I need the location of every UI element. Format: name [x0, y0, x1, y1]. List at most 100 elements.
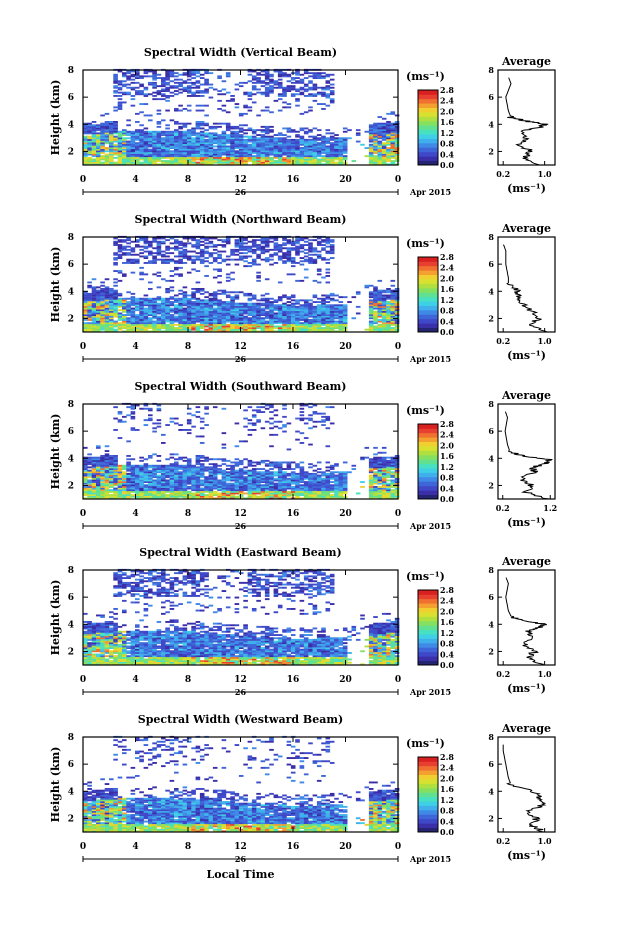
heatmap-cell	[277, 258, 283, 261]
heatmap-cell	[212, 320, 218, 323]
heatmap-cell	[308, 80, 313, 83]
heatmap-cell	[174, 482, 179, 485]
heatmap-cell	[321, 156, 326, 159]
heatmap-cell	[386, 127, 391, 130]
heatmap-cell	[225, 142, 231, 145]
heatmap-cell	[247, 98, 253, 101]
heatmap-cell	[269, 315, 274, 318]
heatmap-cell	[100, 464, 105, 467]
heatmap-cell	[143, 404, 149, 407]
heatmap-cell	[143, 481, 149, 483]
heatmap-cell	[126, 239, 131, 242]
average-profile-line	[503, 244, 548, 333]
heatmap-cell	[174, 490, 179, 493]
heatmap-cell	[217, 320, 222, 323]
heatmap-cell	[139, 77, 144, 79]
heatmap-cell	[122, 145, 127, 148]
heatmap-cell	[386, 309, 391, 312]
heatmap-cell	[394, 140, 400, 143]
heatmap-cell	[295, 130, 300, 133]
heatmap-cell	[174, 305, 179, 308]
heatmap-cell	[238, 314, 244, 316]
heatmap-cell	[122, 153, 127, 156]
heatmap-cell	[139, 305, 144, 308]
heatmap-cell	[273, 301, 279, 303]
heatmap-cell	[161, 433, 166, 436]
heatmap-cell	[204, 317, 209, 320]
heatmap-cell	[217, 262, 222, 264]
heatmap-cell	[139, 245, 144, 248]
heatmap-cell	[195, 142, 201, 145]
heatmap-cell	[316, 309, 322, 312]
heatmap-cell	[186, 129, 192, 132]
heatmap-cell	[109, 481, 114, 483]
heatmap-cell	[178, 490, 183, 493]
heatmap-cell	[152, 158, 157, 161]
heatmap-cell	[199, 456, 205, 459]
heatmap-cell	[247, 247, 253, 250]
heatmap-cell	[273, 248, 279, 251]
heatmap-cell	[204, 305, 209, 308]
heatmap-cell	[195, 242, 201, 245]
heatmap-cell	[225, 301, 231, 303]
heatmap-cell	[269, 240, 274, 243]
heatmap-cell	[269, 91, 274, 94]
heatmap-cell	[204, 301, 209, 303]
heatmap-cell	[109, 155, 114, 158]
heatmap-cell	[264, 248, 270, 251]
heatmap-cell	[381, 317, 387, 320]
heatmap-cell	[135, 158, 140, 161]
heatmap-cell	[390, 315, 396, 318]
heatmap-cell	[260, 148, 266, 151]
heatmap-cell	[225, 307, 231, 310]
heatmap-cell	[342, 142, 348, 145]
heatmap-cell	[368, 314, 374, 316]
heatmap-cell	[139, 147, 144, 149]
heatmap-cell	[91, 158, 97, 161]
heatmap-cell	[199, 130, 205, 133]
heatmap-cell	[169, 487, 175, 490]
heatmap-cell	[165, 279, 170, 282]
heatmap-cell	[191, 466, 196, 469]
heatmap-cell	[148, 327, 153, 329]
heatmap-cell	[299, 112, 305, 115]
heatmap-cell	[135, 330, 140, 333]
heatmap-cell	[195, 489, 201, 492]
heatmap-cell	[264, 147, 270, 149]
heatmap-cell	[299, 250, 305, 253]
heatmap-cell	[161, 160, 166, 162]
heatmap-cell	[238, 161, 244, 164]
heatmap-cell	[321, 320, 326, 323]
heatmap-cell	[178, 289, 183, 292]
heatmap-cell	[165, 145, 170, 148]
heatmap-cell	[139, 299, 144, 302]
heatmap-cell	[316, 155, 322, 158]
heatmap-cell	[83, 487, 88, 490]
heatmap-cell	[169, 490, 175, 493]
heatmap-cell	[286, 310, 292, 313]
heatmap-cell	[186, 142, 192, 145]
heatmap-cell	[312, 239, 318, 242]
heatmap-cell	[191, 260, 196, 263]
heatmap-cell	[178, 244, 183, 246]
heatmap-cell	[87, 463, 92, 466]
heatmap-cell	[286, 140, 292, 143]
heatmap-cell	[234, 130, 240, 133]
heatmap-cell	[109, 309, 114, 312]
heatmap-cell	[91, 145, 97, 148]
heatmap-cell	[238, 130, 244, 133]
heatmap-cell	[373, 137, 378, 140]
heatmap-cell	[264, 245, 270, 248]
heatmap-cell	[321, 86, 326, 89]
heatmap-cell	[334, 153, 339, 156]
heatmap-cell	[368, 163, 374, 166]
heatmap-cell	[148, 244, 153, 246]
heatmap-cell	[325, 160, 331, 162]
heatmap-cell	[225, 152, 231, 154]
heatmap-cell	[117, 312, 123, 315]
heatmap-cell	[208, 471, 214, 474]
heatmap-cell	[212, 268, 218, 271]
heatmap-cell	[109, 312, 114, 315]
heatmap-cell	[329, 248, 335, 251]
heatmap-cell	[277, 143, 283, 146]
